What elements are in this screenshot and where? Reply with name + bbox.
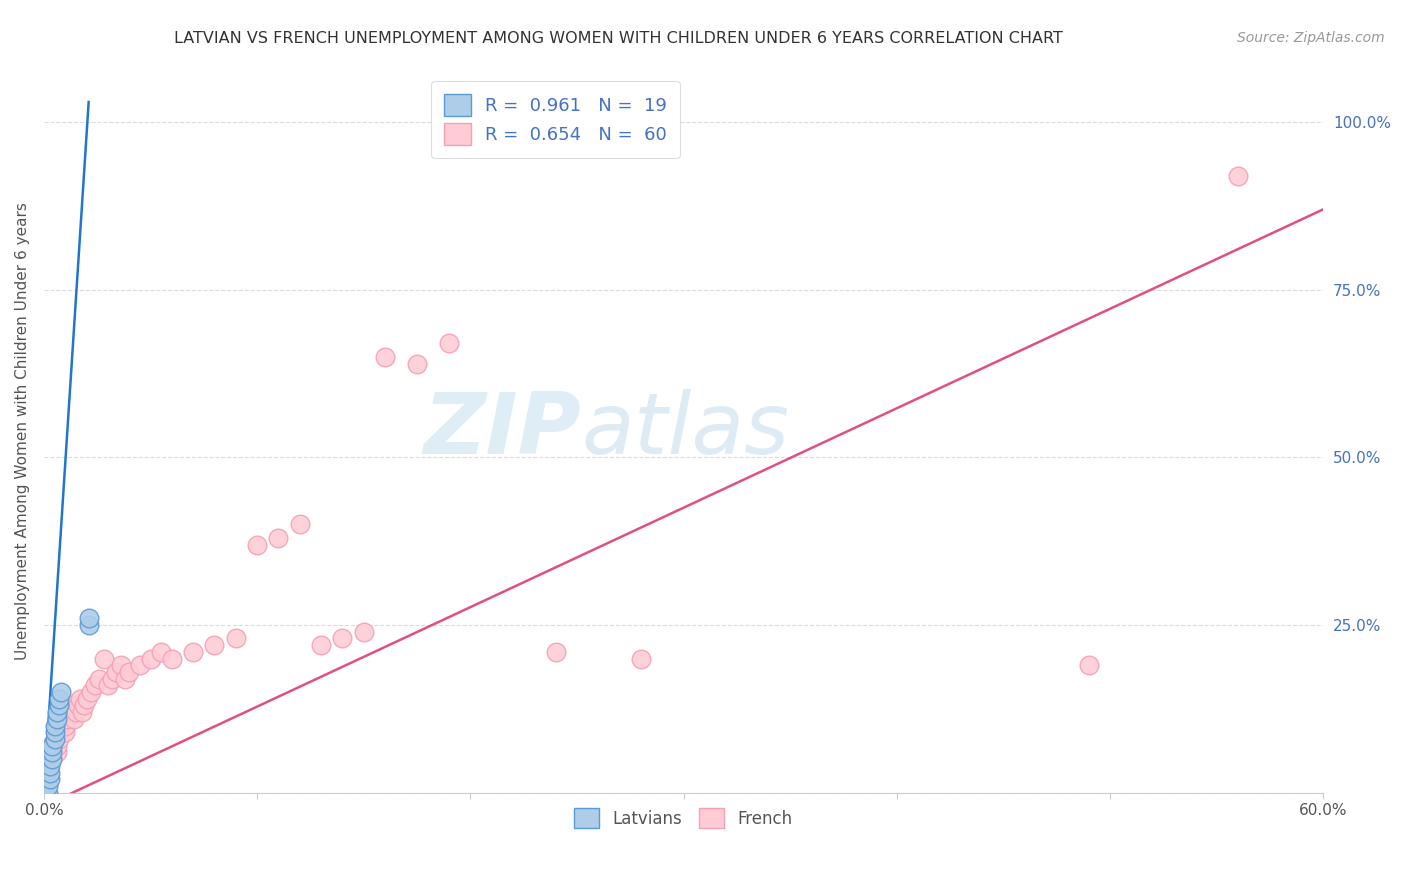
- Point: [37, 786, 59, 800]
- Point: [65, 705, 87, 719]
- Point: [267, 531, 290, 545]
- Point: [101, 672, 124, 686]
- Point: [353, 624, 375, 639]
- Point: [53, 725, 76, 739]
- Point: [35, 765, 58, 780]
- Text: ZIP: ZIP: [423, 389, 581, 472]
- Point: [60, 698, 83, 713]
- Point: [246, 538, 269, 552]
- Point: [374, 350, 396, 364]
- Point: [288, 517, 311, 532]
- Point: [76, 691, 98, 706]
- Point: [39, 765, 62, 780]
- Point: [332, 632, 354, 646]
- Point: [37, 752, 59, 766]
- Point: [93, 651, 115, 665]
- Point: [1227, 169, 1250, 183]
- Point: [45, 746, 67, 760]
- Point: [1077, 658, 1099, 673]
- Point: [37, 779, 59, 793]
- Legend: Latvians, French: Latvians, French: [568, 801, 800, 835]
- Point: [41, 746, 63, 760]
- Point: [84, 678, 107, 692]
- Point: [69, 691, 91, 706]
- Point: [44, 739, 66, 753]
- Point: [150, 645, 173, 659]
- Point: [62, 712, 84, 726]
- Point: [80, 685, 103, 699]
- Point: [105, 665, 128, 679]
- Point: [41, 752, 63, 766]
- Point: [45, 739, 67, 753]
- Point: [41, 739, 63, 753]
- Point: [44, 725, 66, 739]
- Point: [56, 712, 79, 726]
- Point: [66, 698, 89, 713]
- Point: [39, 739, 62, 753]
- Point: [41, 746, 63, 760]
- Point: [77, 611, 100, 625]
- Point: [630, 651, 652, 665]
- Text: Source: ZipAtlas.com: Source: ZipAtlas.com: [1237, 31, 1385, 45]
- Point: [160, 651, 183, 665]
- Point: [45, 712, 67, 726]
- Point: [52, 712, 75, 726]
- Point: [437, 336, 460, 351]
- Point: [225, 632, 247, 646]
- Point: [114, 672, 136, 686]
- Point: [72, 705, 94, 719]
- Point: [49, 718, 72, 732]
- Text: atlas: atlas: [581, 389, 789, 472]
- Point: [37, 759, 59, 773]
- Point: [110, 658, 132, 673]
- Point: [89, 672, 111, 686]
- Point: [118, 665, 141, 679]
- Point: [44, 731, 66, 746]
- Point: [39, 759, 62, 773]
- Point: [45, 705, 67, 719]
- Point: [181, 645, 204, 659]
- Point: [73, 698, 96, 713]
- Point: [53, 718, 76, 732]
- Text: LATVIAN VS FRENCH UNEMPLOYMENT AMONG WOMEN WITH CHILDREN UNDER 6 YEARS CORRELATI: LATVIAN VS FRENCH UNEMPLOYMENT AMONG WOM…: [174, 31, 1063, 46]
- Point: [48, 698, 70, 713]
- Point: [44, 718, 66, 732]
- Point: [49, 712, 72, 726]
- Point: [52, 718, 75, 732]
- Point: [41, 752, 63, 766]
- Point: [35, 772, 58, 787]
- Point: [58, 705, 80, 719]
- Point: [139, 651, 162, 665]
- Point: [77, 618, 100, 632]
- Point: [309, 638, 332, 652]
- Point: [44, 731, 66, 746]
- Point: [544, 645, 567, 659]
- Point: [35, 786, 58, 800]
- Y-axis label: Unemployment Among Women with Children Under 6 years: Unemployment Among Women with Children U…: [15, 202, 30, 659]
- Point: [49, 685, 72, 699]
- Point: [39, 772, 62, 787]
- Point: [128, 658, 150, 673]
- Point: [97, 678, 120, 692]
- Point: [48, 725, 70, 739]
- Point: [48, 691, 70, 706]
- Point: [406, 357, 429, 371]
- Point: [48, 731, 70, 746]
- Point: [39, 746, 62, 760]
- Point: [204, 638, 226, 652]
